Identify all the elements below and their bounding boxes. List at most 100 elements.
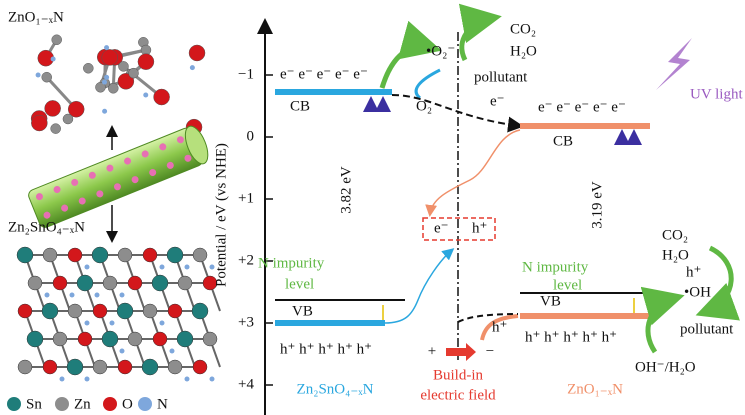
atom bbox=[17, 247, 33, 263]
atom bbox=[128, 276, 142, 290]
atom bbox=[168, 304, 182, 318]
atom bbox=[210, 377, 215, 382]
atom bbox=[68, 248, 82, 262]
atom bbox=[43, 248, 57, 262]
impurity-label: level bbox=[285, 276, 314, 292]
field-arrow bbox=[446, 343, 476, 361]
tick-label: −1 bbox=[238, 66, 254, 82]
product: H₂O bbox=[510, 43, 537, 59]
reaction-arrow bbox=[648, 298, 675, 352]
atom bbox=[192, 303, 208, 319]
atom bbox=[143, 248, 157, 262]
radical: •OH bbox=[684, 284, 711, 300]
atom bbox=[85, 265, 90, 270]
atom bbox=[193, 248, 207, 262]
atom bbox=[170, 349, 175, 354]
band-label: CB bbox=[290, 98, 310, 114]
reaction-arrow bbox=[416, 70, 440, 98]
atom bbox=[45, 100, 61, 116]
structure-label: ZnO₁₋ₓN bbox=[8, 9, 64, 25]
atom bbox=[178, 276, 192, 290]
atom bbox=[143, 92, 148, 97]
reaction-arrow bbox=[382, 47, 432, 88]
atom bbox=[185, 265, 190, 270]
zn2sno4-structure bbox=[17, 247, 220, 382]
atom bbox=[18, 360, 32, 374]
product: CO₂ bbox=[662, 227, 688, 243]
atom bbox=[138, 54, 154, 70]
impurity-label: level bbox=[553, 277, 582, 293]
electron: e⁻ bbox=[490, 93, 505, 109]
atom bbox=[42, 303, 58, 319]
reaction-arrow bbox=[462, 18, 492, 60]
field-label: electric field bbox=[420, 387, 496, 403]
atom bbox=[120, 349, 125, 354]
atom bbox=[93, 304, 107, 318]
impurity-label: N impurity bbox=[522, 259, 589, 275]
legend-label: N bbox=[157, 396, 168, 412]
structure-label: Zn₂SnO₄₋ₓN bbox=[8, 219, 85, 235]
band-gap: 3.19 eV bbox=[589, 181, 605, 229]
atom bbox=[154, 89, 170, 105]
atom bbox=[142, 359, 158, 375]
band-gap: 3.82 eV bbox=[338, 166, 354, 214]
band-label: VB bbox=[540, 293, 561, 309]
atom bbox=[43, 360, 57, 374]
atom bbox=[102, 109, 107, 114]
tick-label: 0 bbox=[247, 128, 255, 144]
atom bbox=[120, 293, 125, 298]
hole-transfer bbox=[385, 250, 452, 323]
atom bbox=[185, 377, 190, 382]
figure: ZnO₁₋ₓN Zn₂SnO₄₋ₓN Sn Zn O N −10+1+2+3+4… bbox=[0, 0, 745, 415]
atom bbox=[190, 65, 195, 70]
atom bbox=[143, 304, 157, 318]
atom bbox=[104, 45, 109, 50]
atom bbox=[27, 331, 43, 347]
atom bbox=[78, 332, 92, 346]
atom bbox=[102, 80, 107, 85]
atom bbox=[51, 124, 61, 134]
atom bbox=[42, 72, 52, 82]
legend-label: Zn bbox=[74, 396, 91, 412]
atom bbox=[153, 332, 167, 346]
atom bbox=[203, 332, 217, 346]
atom bbox=[104, 75, 109, 80]
atom bbox=[36, 73, 41, 78]
tick-label: +4 bbox=[238, 376, 254, 392]
atom bbox=[31, 115, 47, 131]
material-name: Zn₂SnO₄₋ₓN bbox=[297, 381, 374, 397]
legend-label: O bbox=[122, 396, 133, 412]
atom bbox=[83, 63, 93, 73]
atom bbox=[53, 276, 67, 290]
atom bbox=[85, 321, 90, 326]
atom bbox=[67, 359, 83, 375]
atom bbox=[108, 83, 118, 93]
product: CO₂ bbox=[510, 21, 536, 37]
atom bbox=[95, 293, 100, 298]
zno-structure bbox=[31, 35, 205, 135]
hole-source: OH⁻/H₂O bbox=[635, 359, 696, 375]
atom bbox=[160, 265, 165, 270]
pollutant: pollutant bbox=[680, 321, 734, 337]
pollutant: pollutant bbox=[474, 69, 528, 85]
atom bbox=[167, 247, 183, 263]
tick-label: +3 bbox=[238, 314, 254, 330]
atom bbox=[128, 332, 142, 346]
atom bbox=[160, 321, 165, 326]
material-name: ZnO₁₋ₓN bbox=[567, 381, 623, 397]
field-minus: − bbox=[486, 343, 494, 359]
tick-label: +1 bbox=[238, 190, 254, 206]
holes: h⁺ h⁺ h⁺ h⁺ h⁺ bbox=[525, 329, 617, 345]
atom bbox=[93, 360, 107, 374]
atom bbox=[52, 35, 62, 45]
band-label: CB bbox=[553, 133, 573, 149]
field-plus: + bbox=[428, 343, 436, 359]
hole: h⁺ bbox=[686, 264, 701, 280]
holes: h⁺ h⁺ h⁺ h⁺ h⁺ bbox=[280, 341, 372, 357]
uv-bolt bbox=[656, 38, 692, 90]
field-label: Build-in bbox=[433, 367, 484, 383]
band-label: VB bbox=[292, 303, 313, 319]
atom bbox=[53, 332, 67, 346]
oxygen: O₂ bbox=[416, 98, 432, 114]
atom bbox=[102, 49, 118, 65]
